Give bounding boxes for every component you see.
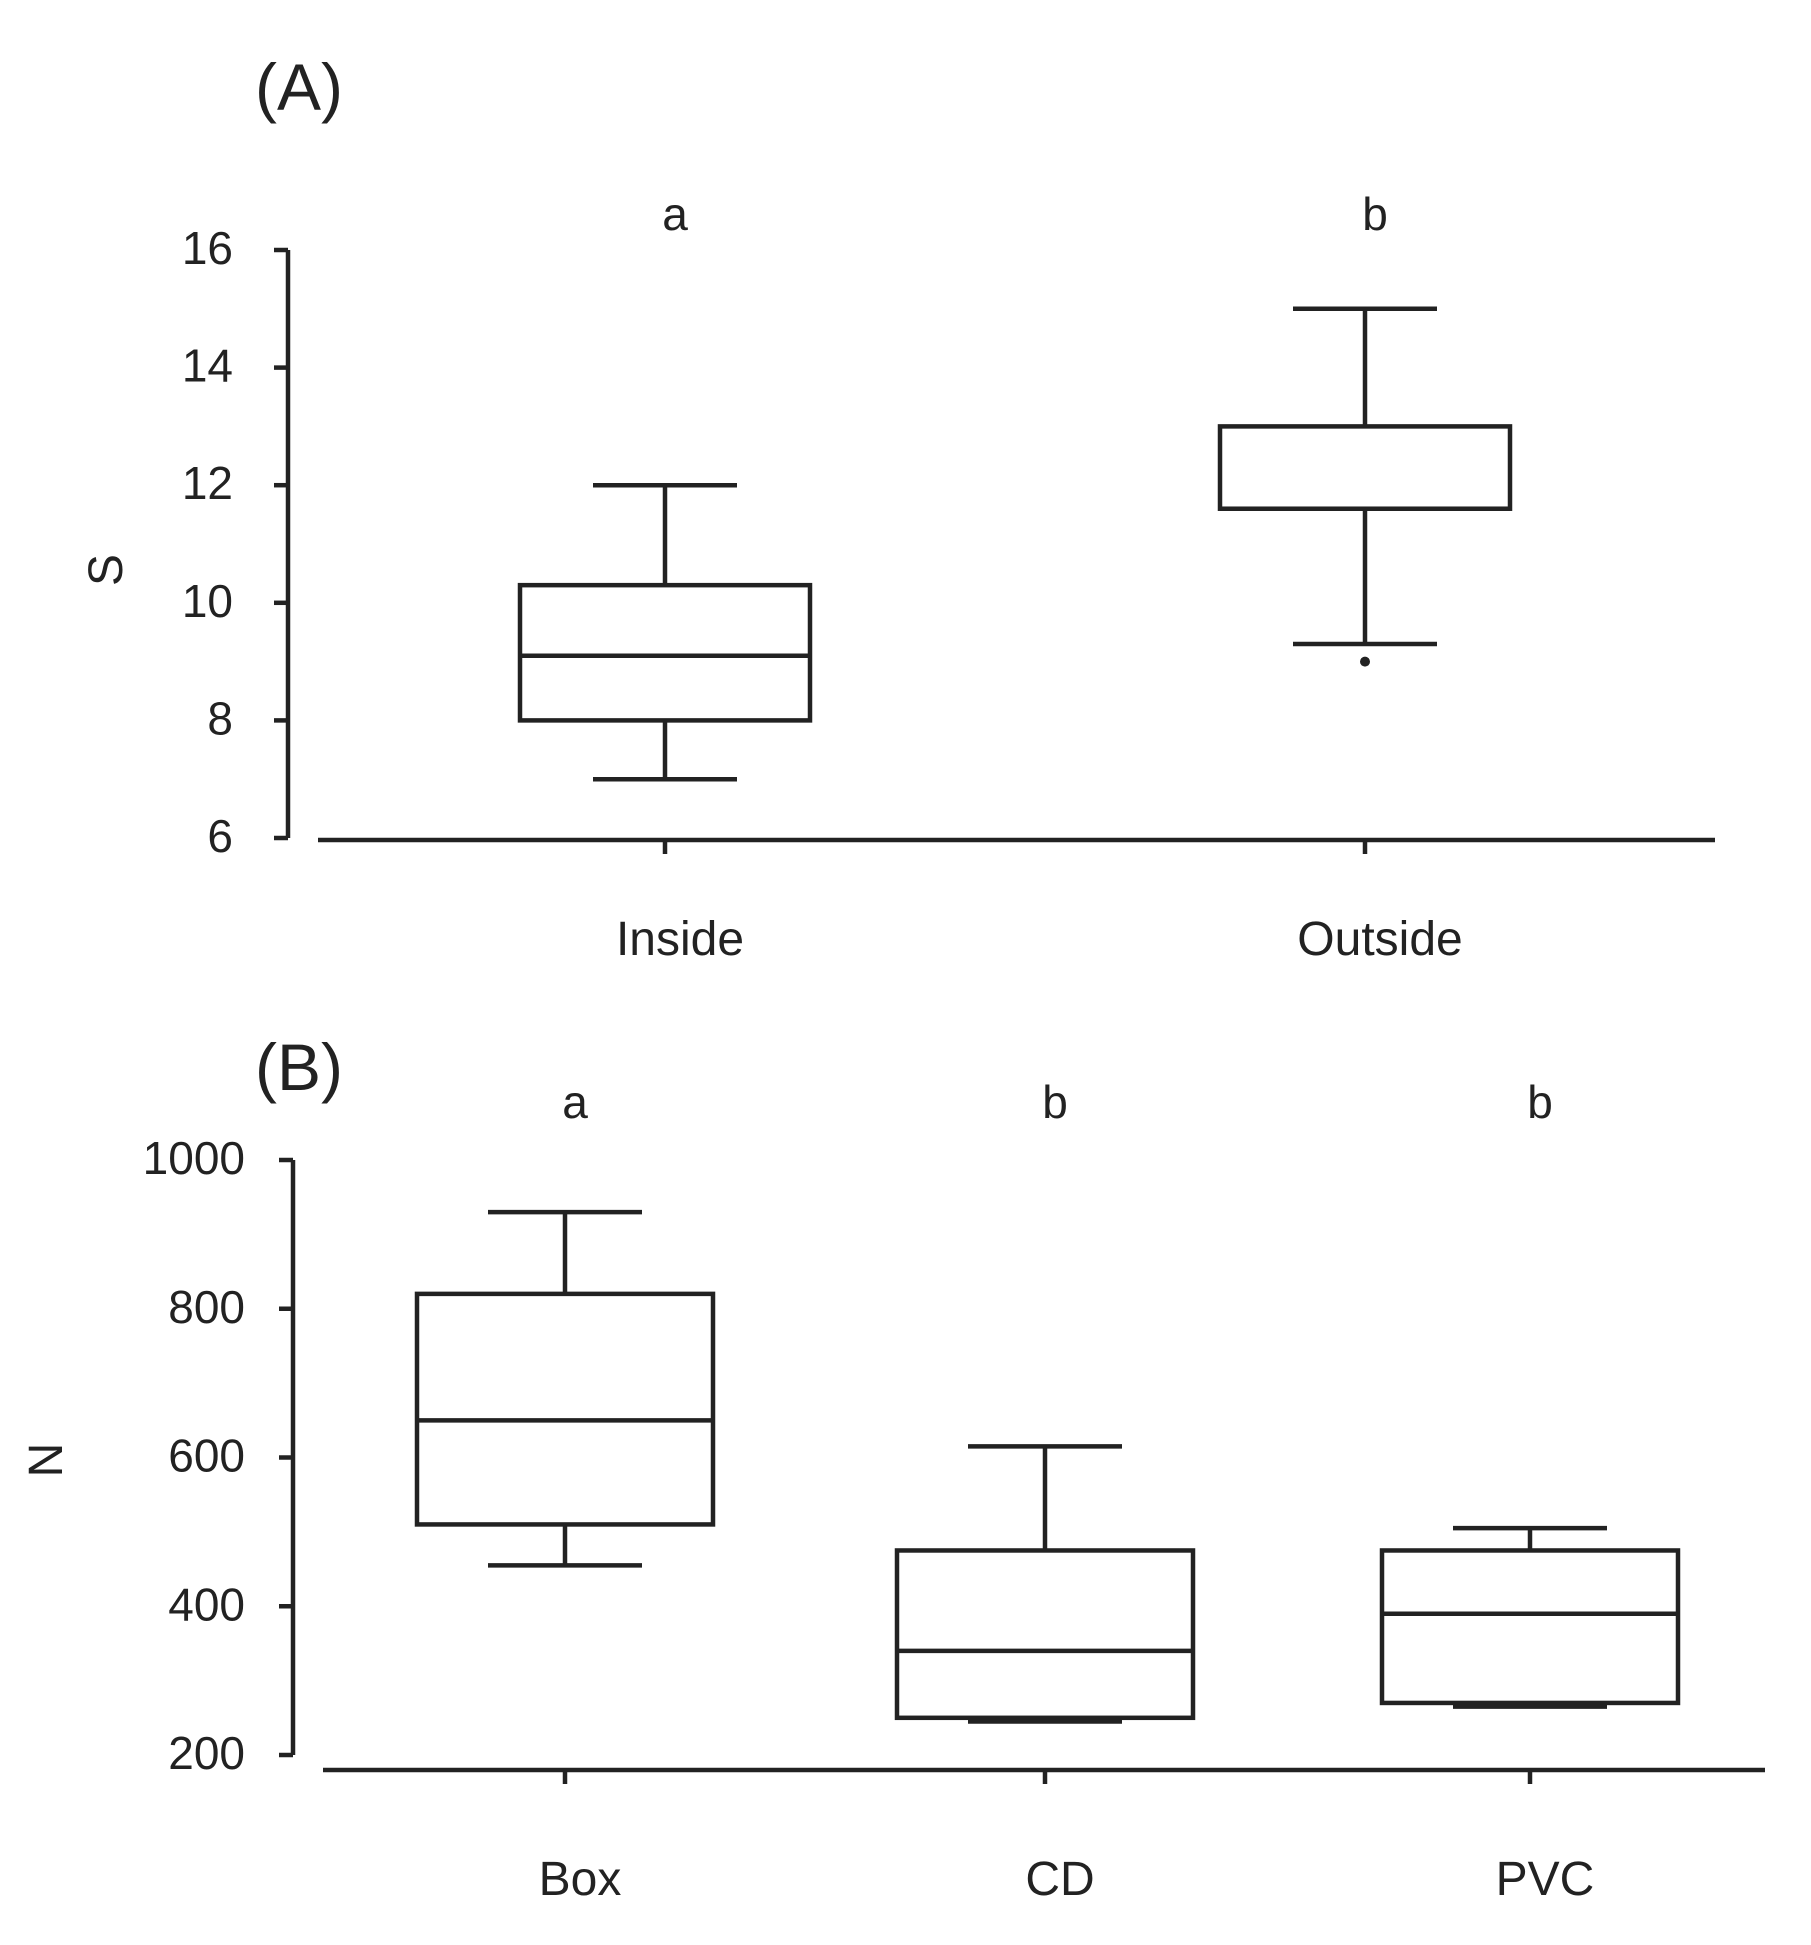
panel-b: (B) 200 400 600 800 1000 N Box a CD b PVC b xyxy=(20,1030,1765,1906)
y-axis-label: S xyxy=(80,554,133,586)
significance-letter: b xyxy=(1527,1076,1553,1128)
iqr-box xyxy=(1217,424,1513,511)
box-plot-outside xyxy=(1217,306,1513,647)
y-axis-label: N xyxy=(20,1443,73,1478)
x-tick-label: Inside xyxy=(616,913,744,966)
significance-letter: a xyxy=(562,1076,588,1128)
y-tick-label: 10 xyxy=(182,575,233,627)
panel-label: (B) xyxy=(255,1030,343,1104)
box-plot-pvc xyxy=(1379,1525,1681,1709)
x-tick-label: Box xyxy=(539,1853,622,1906)
panel-a: (A) 6 8 10 12 14 16 S Inside a Outside b xyxy=(80,50,1715,966)
x-tick-label: CD xyxy=(1025,1853,1094,1906)
iqr-box xyxy=(414,1291,716,1527)
iqr-box xyxy=(517,582,813,723)
y-tick-label: 14 xyxy=(182,340,233,392)
y-tick-label: 800 xyxy=(168,1281,245,1333)
iqr-box xyxy=(894,1548,1196,1721)
box-plot-cd xyxy=(894,1444,1196,1724)
significance-letter: b xyxy=(1362,188,1388,240)
iqr-box xyxy=(1379,1548,1681,1706)
significance-letter: b xyxy=(1042,1076,1068,1128)
y-tick-label: 8 xyxy=(207,692,233,744)
box-plot-box xyxy=(414,1209,716,1568)
y-tick-label: 12 xyxy=(182,457,233,509)
y-tick-label: 16 xyxy=(182,222,233,274)
x-tick-label: Outside xyxy=(1297,913,1462,966)
y-tick-label: 200 xyxy=(168,1727,245,1779)
box-plot-inside xyxy=(517,482,813,782)
panel-label: (A) xyxy=(255,50,343,124)
x-tick-label: PVC xyxy=(1496,1853,1595,1906)
y-tick-label: 6 xyxy=(207,810,233,862)
significance-letter: a xyxy=(662,188,688,240)
y-tick-label: 1000 xyxy=(143,1132,245,1184)
outlier-point xyxy=(1360,656,1370,667)
y-tick-label: 600 xyxy=(168,1430,245,1482)
y-tick-label: 400 xyxy=(168,1578,245,1630)
